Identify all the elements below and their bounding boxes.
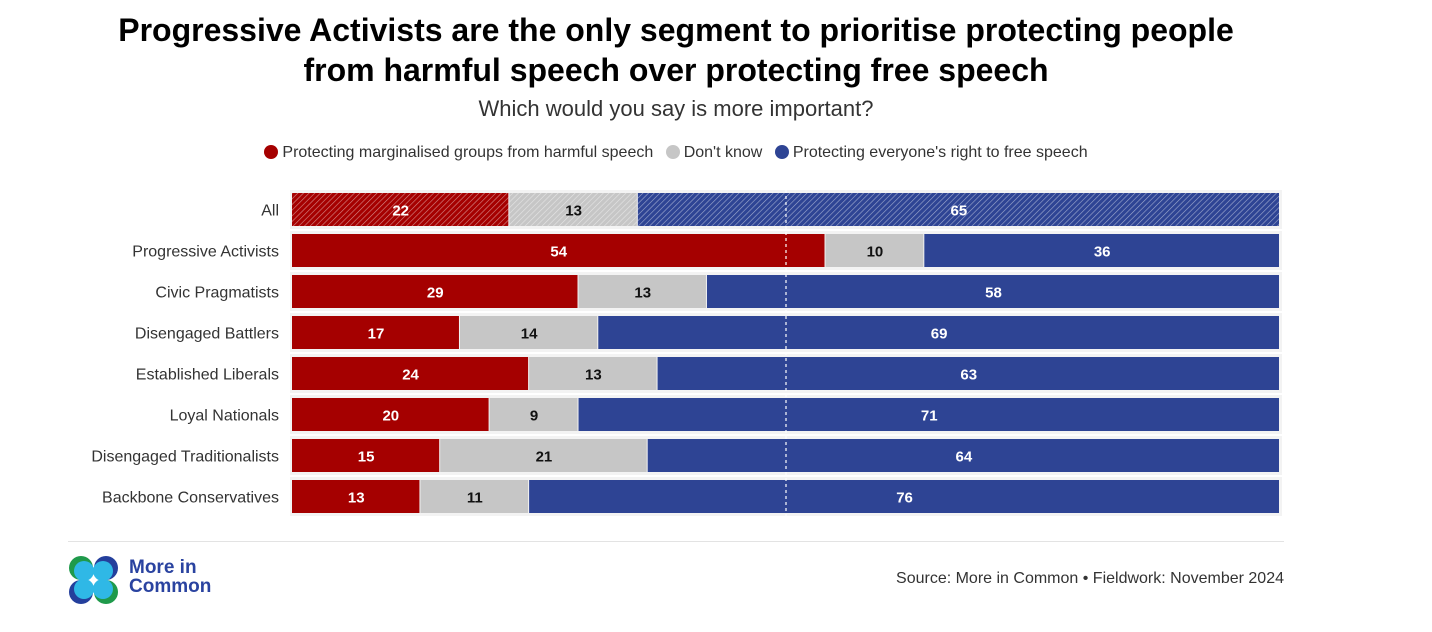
data-label: 10 — [867, 244, 884, 261]
divider — [68, 541, 1284, 542]
data-label: 76 — [896, 490, 913, 507]
category-label: Progressive Activists — [132, 244, 279, 261]
bar-segment — [924, 234, 1279, 267]
bar-chart: All 22 13 65 Progressive Activists 54 10 36 Civi… — [91, 190, 1282, 516]
bar-segment — [292, 439, 440, 472]
data-label: 22 — [392, 203, 409, 220]
category-label: Disengaged Battlers — [135, 326, 279, 343]
data-label: 15 — [358, 449, 375, 466]
data-label: 71 — [921, 408, 938, 425]
chart-title: Progressive Activists are the only segme… — [0, 10, 1352, 90]
data-label: 9 — [530, 408, 538, 425]
data-label: 13 — [348, 490, 365, 507]
title-line-1: Progressive Activists are the only segme… — [118, 12, 1234, 48]
legend-swatch-gray — [665, 145, 680, 159]
legend-label: Don't know — [683, 144, 763, 161]
bar-segment — [647, 439, 1279, 472]
logo-text: More in Common — [129, 558, 211, 596]
bar-segment — [529, 480, 1279, 513]
category-label: Civic Pragmatists — [155, 285, 279, 302]
bar-hatch — [509, 193, 637, 226]
data-label: 20 — [382, 408, 399, 425]
data-label: 11 — [467, 490, 483, 507]
data-label: 24 — [402, 367, 419, 384]
category-label: All — [261, 203, 279, 220]
data-label: 36 — [1094, 244, 1111, 261]
bar-hatch — [292, 193, 509, 226]
data-label: 13 — [585, 367, 602, 384]
data-label: 14 — [521, 326, 538, 343]
legend-label: Protecting everyone's right to free spee… — [792, 144, 1088, 161]
data-label: 13 — [634, 285, 651, 302]
bar-segment — [292, 398, 489, 431]
category-label: Disengaged Traditionalists — [91, 449, 279, 466]
bar-hatch — [637, 193, 1279, 226]
data-label: 69 — [931, 326, 948, 343]
legend-label: Protecting marginalised groups from harm… — [282, 144, 654, 161]
logo-line-1: More in — [129, 557, 197, 578]
category-label: Backbone Conservatives — [102, 490, 279, 507]
data-label: 21 — [536, 449, 553, 466]
category-label: Loyal Nationals — [170, 408, 279, 425]
bar-segment — [657, 357, 1279, 390]
bar-segment — [292, 357, 529, 390]
bar-segment — [489, 398, 578, 431]
bar-segment — [440, 439, 647, 472]
legend-swatch-blue — [774, 145, 789, 159]
bar-segment — [420, 480, 529, 513]
data-label: 58 — [985, 285, 1002, 302]
legend-item: Don't know — [665, 144, 763, 161]
data-label: 65 — [951, 203, 968, 220]
source-note: Source: More in Common • Fieldwork: Nove… — [896, 570, 1284, 587]
bar-segment — [706, 275, 1279, 308]
data-label: 17 — [368, 326, 385, 343]
data-label: 64 — [955, 449, 972, 466]
bar-segment — [292, 275, 578, 308]
bar-segment — [825, 234, 924, 267]
data-label: 29 — [427, 285, 444, 302]
bar-segment — [459, 316, 598, 349]
legend: Protecting marginalised groups from harm… — [0, 144, 1352, 162]
title-line-2: from harmful speech over protecting free… — [303, 52, 1049, 88]
category-label: Established Liberals — [136, 367, 279, 384]
bar-segment — [292, 316, 459, 349]
bar-segment — [529, 357, 657, 390]
legend-item: Protecting marginalised groups from harm… — [264, 144, 653, 161]
bar-segment — [578, 275, 706, 308]
bar-segment — [578, 398, 1279, 431]
data-label: 54 — [550, 244, 567, 261]
legend-item: Protecting everyone's right to free spee… — [774, 144, 1088, 161]
data-label: 63 — [960, 367, 977, 384]
data-label: 13 — [565, 203, 582, 220]
bar-segment — [292, 480, 420, 513]
bar-segment — [292, 234, 825, 267]
legend-swatch-red — [264, 145, 279, 159]
more-in-common-logo-icon — [69, 556, 118, 604]
logo-line-2: Common — [129, 576, 212, 597]
chart-subtitle: Which would you say is more important? — [478, 96, 874, 121]
bar-segment — [598, 316, 1279, 349]
